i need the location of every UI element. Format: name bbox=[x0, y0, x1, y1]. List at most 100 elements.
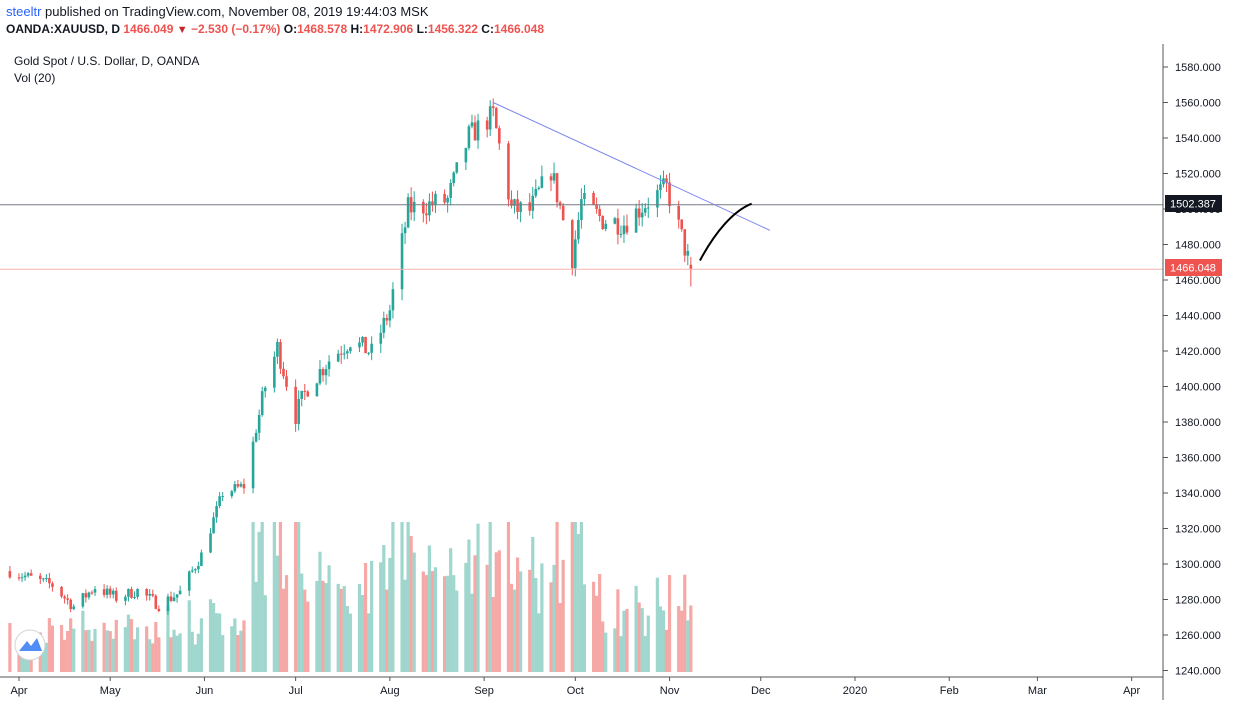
candle-body bbox=[379, 332, 383, 344]
candle-body bbox=[470, 122, 474, 127]
candle-body bbox=[221, 496, 224, 498]
candle-body bbox=[124, 596, 127, 601]
x-tick-label: Jun bbox=[196, 685, 214, 697]
candle-body bbox=[412, 201, 416, 213]
trendline[interactable] bbox=[493, 102, 771, 231]
candle-body bbox=[111, 590, 115, 595]
x-tick-label: Oct bbox=[567, 685, 584, 697]
volume-bar bbox=[90, 640, 94, 672]
candle-body bbox=[434, 193, 437, 206]
candles bbox=[8, 98, 693, 615]
volume-bar bbox=[357, 584, 362, 672]
publisher-line: steeltr published on TradingView.com, No… bbox=[6, 4, 429, 19]
candle-body bbox=[637, 208, 641, 218]
projection-curve[interactable] bbox=[699, 202, 753, 261]
candle-body bbox=[467, 126, 471, 148]
candle-body bbox=[254, 432, 258, 442]
candle-body bbox=[400, 233, 404, 290]
volume-bar bbox=[470, 593, 474, 672]
volume-bar bbox=[598, 573, 602, 672]
volume-bar bbox=[540, 563, 544, 672]
volume-bar bbox=[41, 642, 45, 672]
candle-body bbox=[570, 220, 574, 269]
x-tick-label: May bbox=[100, 685, 121, 697]
candle-body bbox=[540, 176, 544, 188]
candle-body bbox=[601, 216, 604, 230]
candle-body bbox=[102, 589, 106, 595]
volume-bar bbox=[561, 559, 565, 672]
volume-bar bbox=[655, 577, 659, 672]
candle-body bbox=[364, 336, 367, 354]
candle-body bbox=[634, 208, 638, 233]
candle-body bbox=[257, 414, 261, 433]
volume-bar bbox=[388, 557, 392, 672]
volume-bar bbox=[680, 610, 684, 672]
y-tick-label: 1440.000 bbox=[1175, 311, 1221, 323]
candle-body bbox=[677, 206, 680, 220]
candle-body bbox=[108, 588, 112, 595]
candle-body bbox=[23, 575, 27, 578]
candle-body bbox=[236, 484, 240, 487]
x-tick-label: Aug bbox=[380, 685, 400, 697]
volume-bar bbox=[72, 628, 76, 672]
y-tick-label: 1560.000 bbox=[1175, 98, 1221, 110]
volume-bar bbox=[473, 555, 477, 672]
y-tick-label: 1520.000 bbox=[1175, 169, 1221, 181]
volume-bar bbox=[93, 628, 97, 672]
x-tick-label: Apr bbox=[10, 685, 27, 697]
author-link[interactable]: steeltr bbox=[6, 4, 42, 19]
candle-body bbox=[683, 229, 687, 256]
candle-body bbox=[239, 484, 243, 487]
volume-bar bbox=[169, 637, 173, 672]
volume-bar bbox=[464, 562, 468, 672]
level-price-label: 1502.387 bbox=[1170, 199, 1216, 211]
volume-bar bbox=[391, 522, 395, 672]
candle-body bbox=[443, 193, 446, 203]
candle-body bbox=[105, 588, 109, 595]
volume-bar bbox=[215, 613, 219, 672]
candle-body bbox=[516, 199, 519, 212]
candle-body bbox=[38, 575, 42, 579]
candle-body bbox=[616, 218, 620, 235]
volume-bar bbox=[573, 522, 577, 672]
volume-bar bbox=[172, 629, 176, 672]
candle-body bbox=[175, 594, 179, 598]
volume-bar bbox=[59, 625, 64, 672]
volume-bar bbox=[306, 601, 310, 672]
volume-bar bbox=[315, 580, 319, 672]
candle-body bbox=[549, 176, 553, 181]
volume-bar bbox=[591, 581, 596, 672]
volume-bar bbox=[664, 629, 669, 672]
y-tick-label: 1400.000 bbox=[1175, 382, 1221, 394]
candle-body bbox=[29, 573, 33, 576]
published-text: published on TradingView.com, November 0… bbox=[41, 4, 429, 19]
volume-bars bbox=[8, 522, 693, 672]
candle-body bbox=[263, 387, 267, 392]
volume-bar bbox=[491, 597, 495, 672]
y-tick-label: 1280.000 bbox=[1175, 595, 1221, 607]
volume-bar bbox=[123, 627, 127, 672]
axes: 1580.0001560.0001540.0001520.0001500.000… bbox=[0, 44, 1221, 700]
x-tick-label: Mar bbox=[1028, 685, 1047, 697]
volume-bar bbox=[47, 618, 51, 672]
volume-bar bbox=[187, 600, 191, 672]
candle-body bbox=[640, 212, 644, 218]
volume-bar bbox=[637, 602, 641, 672]
volume-bar bbox=[105, 630, 109, 672]
x-tick-label: Dec bbox=[751, 685, 771, 697]
candle-body bbox=[45, 578, 48, 580]
candle-body bbox=[577, 219, 580, 240]
symbol-label: OANDA:XAUUSD, D bbox=[6, 22, 120, 36]
volume-bar bbox=[221, 635, 225, 672]
candle-body bbox=[200, 552, 203, 567]
low-label: L: bbox=[416, 22, 428, 36]
candle-body bbox=[63, 596, 66, 599]
volume-bar bbox=[129, 619, 134, 672]
candle-body bbox=[151, 593, 155, 596]
candle-body bbox=[561, 205, 565, 221]
candle-body bbox=[491, 106, 495, 109]
candle-body bbox=[154, 595, 158, 609]
volume-bar bbox=[555, 522, 559, 672]
volume-bar bbox=[643, 636, 647, 672]
